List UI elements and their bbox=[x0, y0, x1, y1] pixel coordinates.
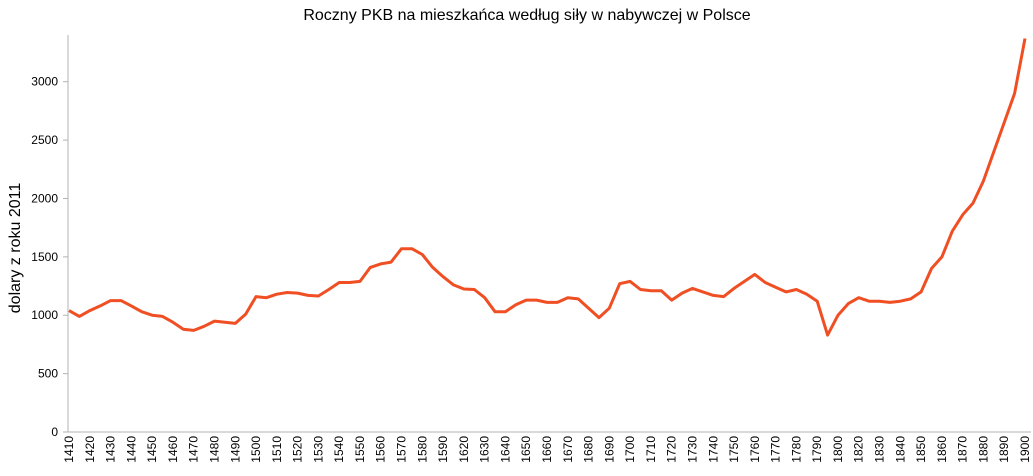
x-tick-label: 1770 bbox=[769, 436, 783, 463]
x-tick-label: 1480 bbox=[207, 436, 221, 463]
x-tick-label: 1470 bbox=[187, 436, 201, 463]
x-tick-label: 1520 bbox=[291, 436, 305, 463]
x-tick-label: 1800 bbox=[831, 436, 845, 463]
x-tick-label: 1700 bbox=[623, 436, 637, 463]
x-tick-label: 1590 bbox=[436, 436, 450, 463]
x-tick-label: 1540 bbox=[332, 436, 346, 463]
data-line bbox=[68, 38, 1027, 337]
x-tick-label: 1670 bbox=[561, 436, 575, 463]
x-tick-label: 1410 bbox=[62, 436, 76, 463]
x-tick-label: 1780 bbox=[789, 436, 803, 463]
y-tick-label: 0 bbox=[51, 425, 58, 439]
y-tick-label: 500 bbox=[38, 367, 58, 381]
y-tick-label: 3000 bbox=[31, 75, 58, 89]
x-tick-label: 1730 bbox=[685, 436, 699, 463]
x-tick-label: 1860 bbox=[935, 436, 949, 463]
x-tick-label: 1560 bbox=[374, 436, 388, 463]
x-tick-label: 1450 bbox=[145, 436, 159, 463]
y-tick-label: 2500 bbox=[31, 133, 58, 147]
x-tick-label: 1570 bbox=[395, 436, 409, 463]
x-tick-label: 1550 bbox=[353, 436, 367, 463]
x-tick-label: 1430 bbox=[104, 436, 118, 463]
x-tick-label: 1710 bbox=[644, 436, 658, 463]
x-tick-label: 1840 bbox=[893, 436, 907, 463]
x-tick-label: 1510 bbox=[270, 436, 284, 463]
x-tick-label: 1820 bbox=[852, 436, 866, 463]
x-tick-label: 1760 bbox=[748, 436, 762, 463]
x-tick-label: 1440 bbox=[124, 436, 138, 463]
x-tick-label: 1690 bbox=[602, 436, 616, 463]
x-tick-label: 1790 bbox=[810, 436, 824, 463]
x-tick-label: 1740 bbox=[706, 436, 720, 463]
x-tick-label: 1890 bbox=[997, 436, 1011, 463]
x-tick-label: 1900 bbox=[1018, 436, 1032, 463]
y-tick-label: 1500 bbox=[31, 250, 58, 264]
x-tick-label: 1500 bbox=[249, 436, 263, 463]
x-tick-label: 1630 bbox=[478, 436, 492, 463]
x-tick-label: 1640 bbox=[498, 436, 512, 463]
x-tick-label: 1650 bbox=[519, 436, 533, 463]
x-tick-label: 1530 bbox=[311, 436, 325, 463]
x-tick-label: 1870 bbox=[956, 436, 970, 463]
x-tick-label: 1830 bbox=[873, 436, 887, 463]
x-tick-label: 1680 bbox=[582, 436, 596, 463]
y-tick-label: 1000 bbox=[31, 308, 58, 322]
x-tick-label: 1580 bbox=[415, 436, 429, 463]
x-tick-label: 1720 bbox=[665, 436, 679, 463]
x-tick-label: 1750 bbox=[727, 436, 741, 463]
x-tick-label: 1620 bbox=[457, 436, 471, 463]
x-tick-label: 1420 bbox=[83, 436, 97, 463]
x-tick-label: 1460 bbox=[166, 436, 180, 463]
x-tick-label: 1880 bbox=[976, 436, 990, 463]
x-tick-label: 1490 bbox=[228, 436, 242, 463]
x-tick-label: 1850 bbox=[914, 436, 928, 463]
chart-title: Roczny PKB na mieszkańca według siły w n… bbox=[303, 7, 750, 24]
y-tick-label: 2000 bbox=[31, 191, 58, 205]
y-axis-title: dolary z roku 2011 bbox=[7, 183, 24, 314]
x-tick-label: 1660 bbox=[540, 436, 554, 463]
